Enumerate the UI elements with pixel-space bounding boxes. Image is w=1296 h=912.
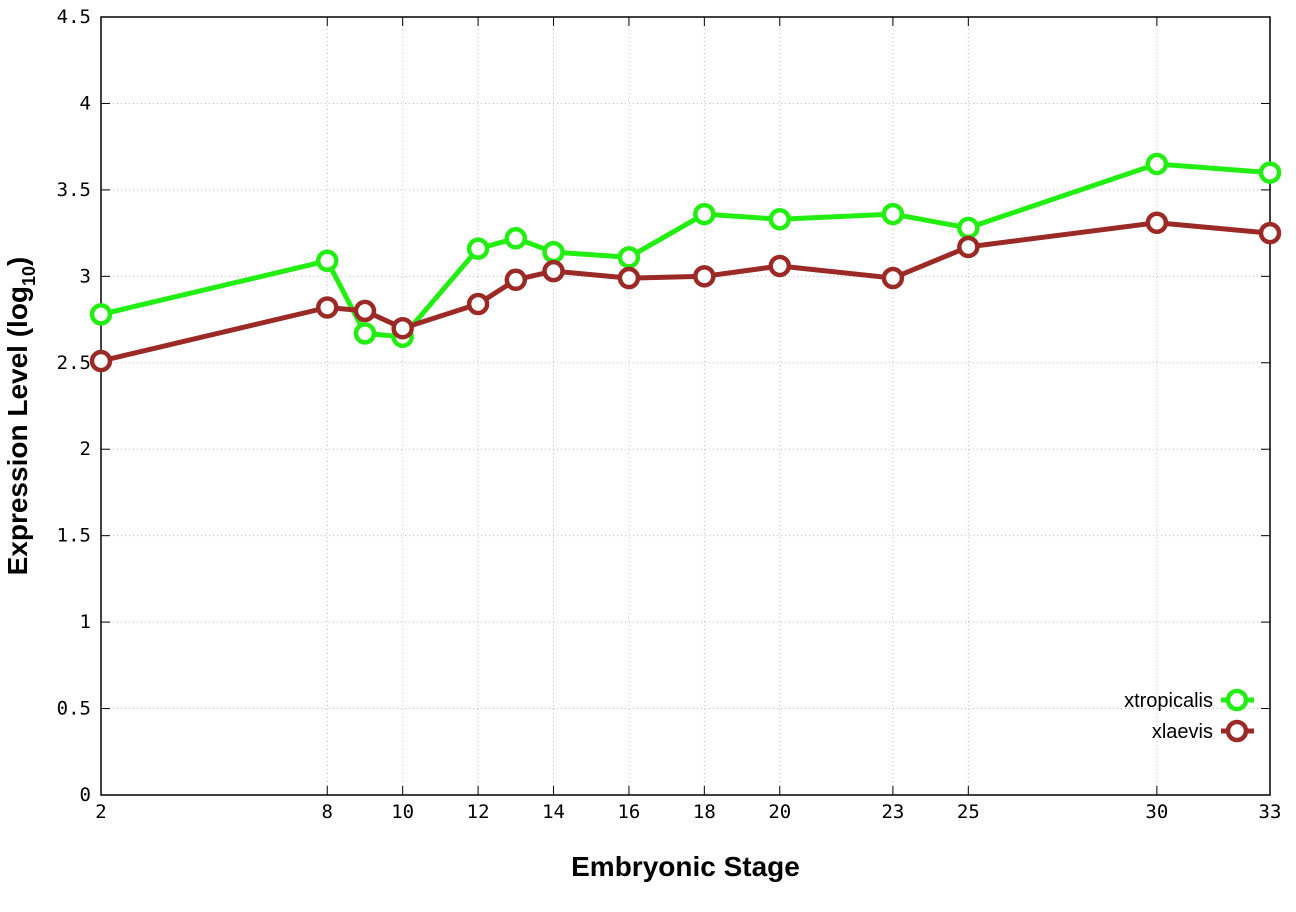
legend-marker-xlaevis (1225, 719, 1249, 743)
x-tick-label: 10 (391, 801, 414, 823)
legend-marker-xtropicalis (1225, 688, 1249, 712)
y-tick-label: 2 (80, 438, 91, 460)
y-tick-label: 2.5 (57, 352, 91, 374)
data-point-xlaevis (391, 316, 414, 340)
grid-lines (101, 17, 1270, 795)
data-point-xlaevis (89, 349, 113, 373)
series-line-xlaevis (100, 220, 1271, 364)
y-tick-label: 0.5 (57, 698, 91, 720)
x-tick-label: 23 (881, 801, 904, 823)
legend-label-xlaevis: xlaevis (1152, 721, 1213, 743)
data-point-xlaevis (1258, 221, 1282, 245)
y-tick-label: 0 (80, 784, 91, 806)
data-point-xtropicalis (89, 303, 113, 326)
data-point-xlaevis (957, 235, 980, 259)
y-tick-label: 4.5 (57, 6, 91, 28)
data-point-xtropicalis (353, 322, 377, 345)
x-tick-label: 33 (1259, 801, 1282, 823)
x-tick-label: 8 (322, 801, 333, 823)
data-point-xlaevis (504, 268, 528, 292)
data-point-xtropicalis (1145, 152, 1169, 176)
y-axis-title-main: Expression Level (log (2, 286, 33, 575)
x-tick-label: 18 (693, 801, 716, 823)
x-tick-label: 25 (957, 801, 980, 823)
y-tick-label: 1 (80, 611, 91, 633)
y-axis-title-close: ) (2, 257, 33, 266)
data-point-xtropicalis (768, 208, 792, 231)
y-tick-label: 4 (80, 92, 91, 114)
data-point-xlaevis (617, 266, 641, 290)
data-point-xlaevis (881, 266, 905, 290)
legend-label-xtropicalis: xtropicalis (1124, 690, 1213, 712)
data-point-xlaevis (1145, 211, 1169, 234)
series-lines (89, 152, 1282, 373)
data-point-xtropicalis (693, 202, 716, 226)
data-point-xtropicalis (504, 227, 528, 250)
x-tick-label: 2 (95, 801, 106, 823)
data-point-xlaevis (316, 296, 339, 319)
x-tick-label: 14 (542, 801, 565, 823)
x-tick-label: 30 (1145, 801, 1168, 823)
x-axis-title: Embryonic Stage (571, 851, 800, 882)
y-tick-label: 3.5 (57, 179, 91, 201)
x-tick-label: 12 (467, 801, 490, 823)
axis-ticks: 0 0.5 1 1.5 2 2.5 3 3.5 4 4.5 2 8 10 12 14 16 18 20 23 25 30… (57, 6, 1282, 823)
y-tick-label: 3 (80, 265, 91, 287)
data-point-xtropicalis (1258, 161, 1282, 184)
data-point-xtropicalis (617, 246, 641, 269)
data-point-xlaevis (466, 292, 490, 316)
x-tick-label: 16 (617, 801, 640, 823)
data-point-xlaevis (353, 299, 377, 323)
data-point-xlaevis (768, 254, 792, 278)
data-point-xtropicalis (881, 202, 905, 226)
legend: xtropicalis xlaevis (1124, 688, 1254, 743)
x-tick-label: 20 (768, 801, 791, 823)
data-point-xlaevis (542, 259, 565, 283)
y-tick-label: 1.5 (57, 525, 91, 547)
data-point-xtropicalis (316, 249, 339, 273)
data-point-xtropicalis (466, 237, 490, 260)
data-point-xtropicalis (542, 240, 565, 264)
data-point-xlaevis (693, 265, 716, 288)
y-axis-title-subscript: 10 (19, 266, 39, 286)
y-axis-title: Expression Level (log10) (2, 257, 39, 576)
plot-frame (100, 16, 1271, 796)
data-point-xtropicalis (957, 216, 980, 240)
